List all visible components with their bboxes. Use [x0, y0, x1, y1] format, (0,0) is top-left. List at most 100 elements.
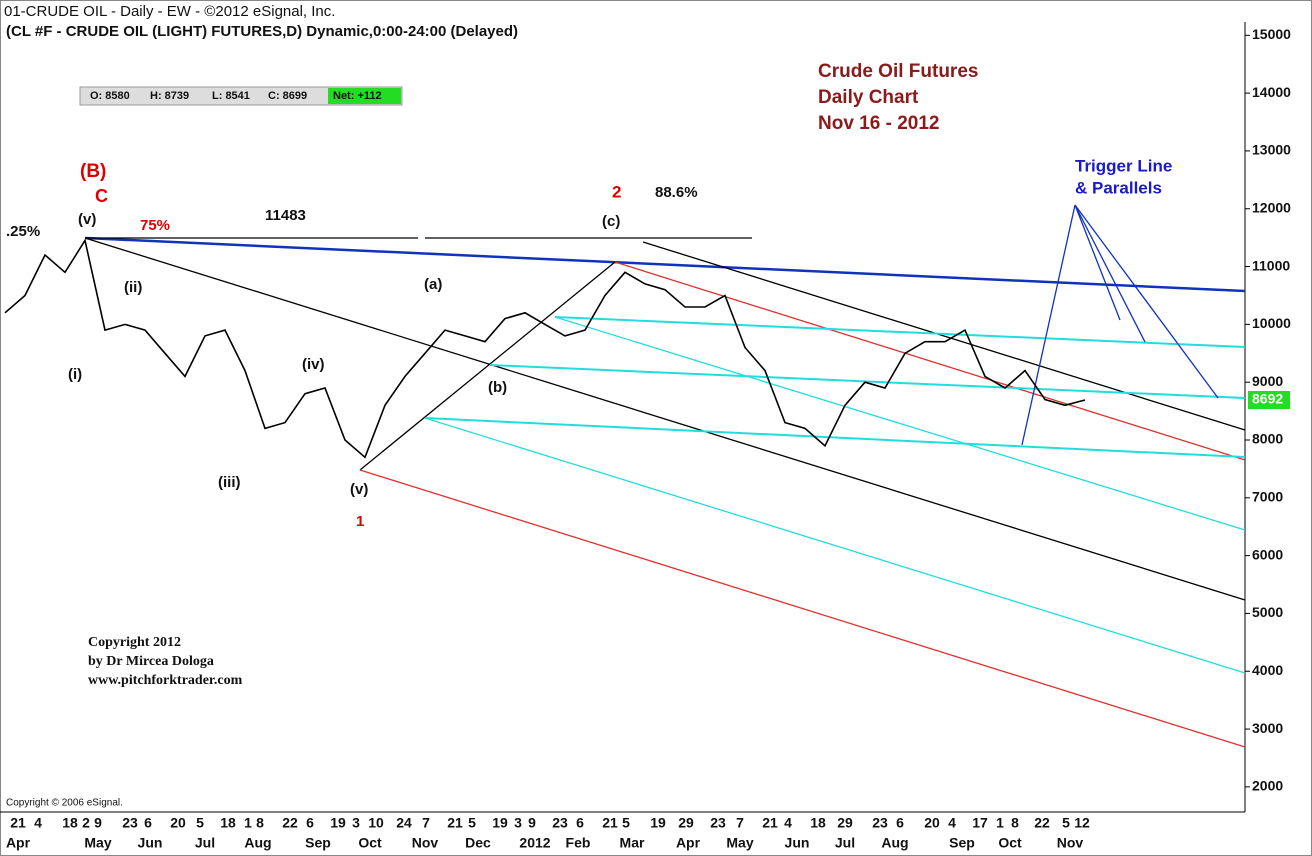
x-day-label: 29	[678, 815, 694, 831]
x-day-label: 7	[422, 815, 430, 831]
ohlc: H: 8739	[150, 90, 189, 102]
y-tick-label: 13000	[1252, 142, 1291, 158]
x-day-label: 6	[144, 815, 152, 831]
annotation: (v)	[78, 211, 96, 228]
annotation: (i)	[68, 366, 82, 383]
x-day-label: 5	[622, 815, 630, 831]
x-day-label: 19	[650, 815, 666, 831]
x-month-label: Apr	[6, 835, 31, 851]
y-tick-label: 2000	[1252, 778, 1283, 794]
x-month-label: Sep	[949, 835, 975, 851]
copyright: Copyright 2012	[88, 635, 181, 650]
x-day-label: 23	[710, 815, 726, 831]
ohlc-box	[79, 86, 403, 106]
y-tick-label: 3000	[1252, 720, 1283, 736]
x-month-label: Jun	[138, 835, 163, 851]
x-day-label: 18	[220, 815, 236, 831]
x-day-label: 6	[306, 815, 314, 831]
x-day-label: 2	[82, 815, 90, 831]
annotation: Trigger Line	[1075, 156, 1172, 175]
x-day-label: 22	[282, 815, 298, 831]
x-day-label: 18	[810, 815, 826, 831]
x-day-label: 23	[552, 815, 568, 831]
y-tick-label: 12000	[1252, 199, 1291, 215]
x-month-label: Apr	[676, 835, 701, 851]
x-month-label: Sep	[305, 835, 331, 851]
x-day-label: 21	[602, 815, 618, 831]
pitchfork-lines	[84, 204, 1246, 748]
annotation: (v)	[350, 481, 368, 498]
x-day-label: 23	[872, 815, 888, 831]
x-day-label: 1	[244, 815, 252, 831]
ohlc: O: 8580	[90, 90, 130, 102]
y-tick-label: 8000	[1252, 431, 1283, 447]
x-day-label: 5	[196, 815, 204, 831]
header: (CL #F - CRUDE OIL (LIGHT) FUTURES,D) Dy…	[6, 23, 518, 40]
x-month-label: Aug	[881, 835, 908, 851]
y-tick-label: 4000	[1252, 662, 1283, 678]
esignal-note: Copyright © 2006 eSignal.	[6, 798, 123, 809]
price-line	[4, 238, 1086, 459]
x-day-label: 4	[34, 815, 42, 831]
copyright: www.pitchforktrader.com	[88, 673, 243, 688]
x-month-label: Oct	[998, 835, 1022, 851]
header: 01-CRUDE OIL - Daily - EW - ©2012 eSigna…	[4, 3, 335, 20]
x-day-label: 4	[948, 815, 956, 831]
y-tick-label: 6000	[1252, 546, 1283, 562]
x-day-label: 23	[122, 815, 138, 831]
x-day-label: 24	[396, 815, 412, 831]
annotation: 11483	[265, 207, 306, 224]
x-month-label: Dec	[465, 835, 491, 851]
x-day-label: 7	[736, 815, 744, 831]
x-day-label: 21	[10, 815, 26, 831]
x-month-label: Oct	[358, 835, 382, 851]
x-month-label: Jul	[195, 835, 215, 851]
x-day-label: 9	[528, 815, 536, 831]
x-month-label: 2012	[519, 835, 550, 851]
x-day-label: 18	[62, 815, 78, 831]
annotation: (c)	[602, 213, 620, 230]
x-month-label: Mar	[620, 835, 645, 851]
x-day-label: 8	[256, 815, 264, 831]
x-day-label: 29	[837, 815, 853, 831]
annotation: (iii)	[218, 474, 241, 491]
x-month-label: May	[726, 835, 753, 851]
y-tick-label: 7000	[1252, 489, 1283, 505]
y-tick-label: 15000	[1252, 26, 1291, 42]
last-price: 8692	[1252, 391, 1283, 407]
x-month-label: Aug	[244, 835, 271, 851]
x-day-label: 5	[1062, 815, 1070, 831]
annotation: (iv)	[302, 356, 325, 373]
annotation: (a)	[424, 276, 442, 293]
net-box	[328, 88, 401, 104]
x-month-label: Jun	[785, 835, 810, 851]
x-day-label: 8	[1011, 815, 1019, 831]
x-month-label: Jul	[835, 835, 855, 851]
y-tick-label: 10000	[1252, 315, 1291, 331]
x-day-label: 19	[330, 815, 346, 831]
annotation: C	[95, 186, 108, 206]
title: Crude Oil Futures	[818, 61, 978, 82]
copyright: by Dr Mircea Dologa	[88, 654, 214, 669]
net: Net: +112	[333, 90, 382, 102]
x-month-label: Nov	[1057, 835, 1084, 851]
title: Daily Chart	[818, 87, 919, 108]
ohlc: L: 8541	[212, 90, 250, 102]
annotation: 75%	[140, 217, 170, 234]
x-day-label: 4	[784, 815, 792, 831]
annotation: (ii)	[124, 279, 142, 296]
x-day-label: 9	[94, 815, 102, 831]
annotation: (B)	[80, 161, 106, 182]
title: Nov 16 - 2012	[818, 113, 939, 134]
annotation: (b)	[488, 379, 507, 396]
x-day-label: 21	[447, 815, 463, 831]
y-tick-label: 14000	[1252, 84, 1291, 100]
x-day-label: 5	[468, 815, 476, 831]
x-month-label: Feb	[566, 835, 591, 851]
ohlc: C: 8699	[268, 90, 307, 102]
x-day-label: 3	[352, 815, 360, 831]
annotation: & Parallels	[1075, 178, 1162, 197]
x-month-label: Nov	[412, 835, 439, 851]
x-day-label: 19	[492, 815, 508, 831]
